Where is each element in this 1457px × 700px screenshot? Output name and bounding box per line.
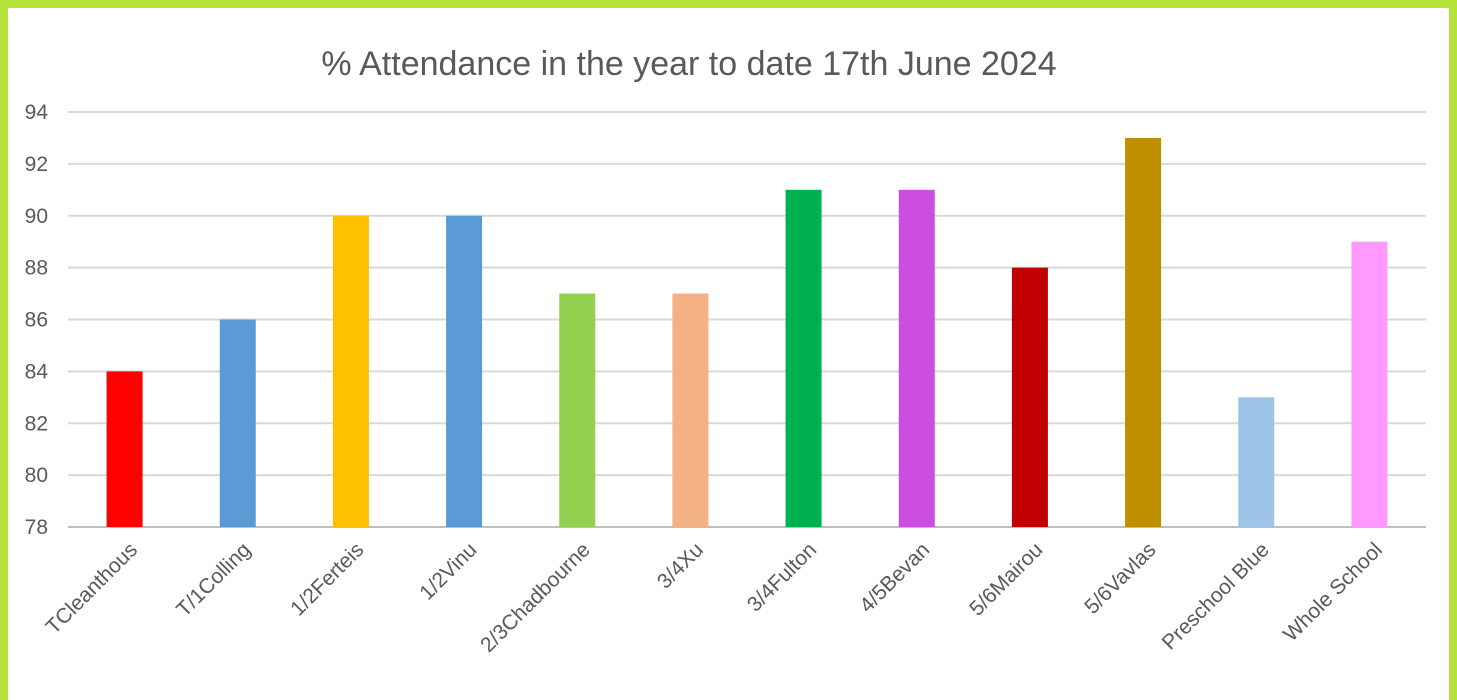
x-category-label: 2/3Chadbourne xyxy=(476,538,595,657)
y-tick-label: 82 xyxy=(25,412,48,435)
x-category-label: 5/6Vavlas xyxy=(1080,538,1160,618)
bar-5-6vavlas xyxy=(1125,138,1161,527)
y-tick-label: 88 xyxy=(25,257,48,280)
x-category-label: 3/4Xu xyxy=(653,538,708,593)
y-tick-label: 92 xyxy=(25,153,48,176)
chart-frame: % Attendance in the year to date 17th Ju… xyxy=(8,8,1449,700)
x-category-label: 1/2Ferteis xyxy=(286,538,368,620)
bar-3-4fulton xyxy=(786,190,822,527)
chart-title: % Attendance in the year to date 17th Ju… xyxy=(321,45,1056,83)
y-tick-label: 80 xyxy=(25,464,48,487)
bars xyxy=(107,138,1388,527)
bar-1-2vinu xyxy=(446,216,482,527)
bar-t-1colling xyxy=(220,320,256,528)
attendance-bar-chart: % Attendance in the year to date 17th Ju… xyxy=(8,8,1449,700)
x-category-label: 5/6Mairou xyxy=(965,538,1047,620)
bar-2-3chadbourne xyxy=(559,294,595,527)
x-category-label: 1/2Vinu xyxy=(415,538,481,604)
x-category-label: Preschool Blue xyxy=(1158,538,1274,654)
bar-1-2ferteis xyxy=(333,216,369,527)
x-category-label: T/1Colling xyxy=(172,538,255,621)
y-tick-label: 94 xyxy=(25,101,49,124)
bar-5-6mairou xyxy=(1012,268,1048,527)
x-category-label: Whole School xyxy=(1279,538,1387,646)
y-tick-label: 84 xyxy=(25,360,49,383)
x-category-label: 4/5Bevan xyxy=(855,538,934,617)
bar-tcleanthous xyxy=(107,371,143,527)
x-category-label: TCleanthous xyxy=(42,538,142,638)
gridlines xyxy=(68,112,1426,527)
bar-preschool-blue xyxy=(1238,397,1274,527)
y-tick-label: 86 xyxy=(25,309,48,332)
bar-whole-school xyxy=(1351,242,1387,527)
category-labels: TCleanthous T/1Colling 1/2Ferteis 1/2Vinu2/… xyxy=(42,538,1387,657)
y-tick-label: 78 xyxy=(25,516,48,539)
y-tick-label: 90 xyxy=(25,205,48,228)
x-category-label: 3/4Fulton xyxy=(743,538,821,616)
bar-3-4xu xyxy=(672,294,708,527)
y-axis-ticks: 78 80 82 84 86 88 90 92 94 xyxy=(25,101,49,539)
bar-4-5bevan xyxy=(899,190,935,527)
